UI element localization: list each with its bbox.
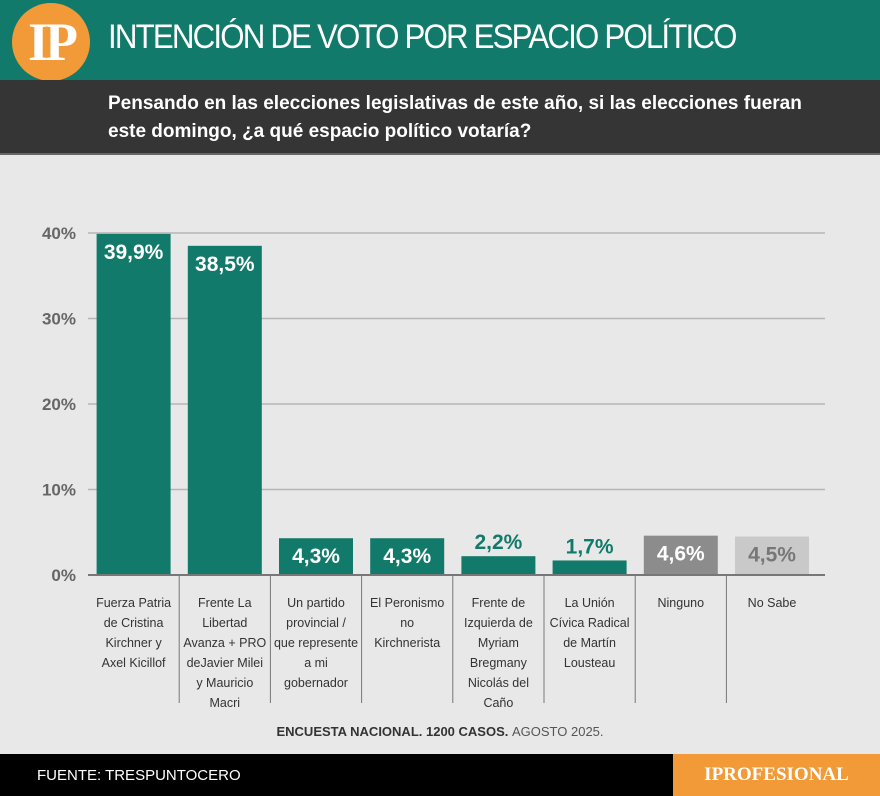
data-label: 4,6% xyxy=(657,543,705,566)
source-text: FUENTE: TRESPUNTOCERO xyxy=(37,767,241,784)
y-tick-label: 30% xyxy=(42,310,76,329)
y-tick-label: 0% xyxy=(51,566,76,585)
category-label: No Sabe xyxy=(748,596,797,610)
category-label: El Peronismo no Kirchnerista xyxy=(370,596,444,650)
footer: FUENTE: TRESPUNTOCERO IPROFESIONAL xyxy=(0,754,880,796)
y-tick-label: 10% xyxy=(42,481,76,500)
bar xyxy=(370,538,445,575)
question-band: Pensando en las elecciones legislativas … xyxy=(0,80,880,155)
bar xyxy=(96,233,171,576)
data-label: 4,3% xyxy=(292,545,340,568)
survey-note: ENCUESTA NACIONAL. 1200 CASOS. AGOSTO 20… xyxy=(0,724,880,739)
data-label: 1,7% xyxy=(566,535,614,558)
bar-chart: 0% 10% 20% 30% 40% 39,9% Fuerza Patria de Crist… xyxy=(42,224,825,710)
data-label: 2,2% xyxy=(474,531,522,554)
category-label: Un partido provincial / que represente a mi… xyxy=(274,596,358,690)
question-text: Pensando en las elecciones legislativas … xyxy=(108,93,802,142)
ip-logo: IP xyxy=(12,3,90,81)
page-title: INTENCIÓN DE VOTO POR ESPACIO POLÍTICO xyxy=(108,18,737,56)
bar xyxy=(461,556,536,575)
header-bar: IP INTENCIÓN DE VOTO POR ESPACIO POLÍTIC… xyxy=(0,0,880,81)
category-label: Ninguno xyxy=(658,596,705,610)
y-tick-label: 20% xyxy=(42,395,76,414)
bar xyxy=(643,535,718,575)
category-label: Fuerza Patria de Cristina Kirchner y Axel K… xyxy=(96,596,171,670)
brand-logo: IPROFESIONAL xyxy=(673,754,880,796)
data-label: 4,5% xyxy=(748,544,796,567)
category-label: Frente de Izquierda de Myriam Bregmany Nicol… xyxy=(464,596,533,710)
bar xyxy=(552,560,627,575)
category-label: La Unión Cívica Radical de Martín Lousteau xyxy=(550,596,630,670)
category-label: Frente La Libertad Avanza + PRO deJavier Mi… xyxy=(183,596,266,710)
survey-info: ENCUESTA NACIONAL. 1200 CASOS. xyxy=(276,724,509,739)
data-label: 39,9% xyxy=(104,241,164,264)
data-label: 38,5% xyxy=(195,253,255,276)
survey-date: AGOSTO 2025. xyxy=(511,724,604,739)
y-tick-label: 40% xyxy=(42,224,76,243)
bar xyxy=(187,245,262,575)
bar xyxy=(735,536,809,575)
bar xyxy=(279,538,353,575)
data-label: 4,3% xyxy=(383,545,431,568)
